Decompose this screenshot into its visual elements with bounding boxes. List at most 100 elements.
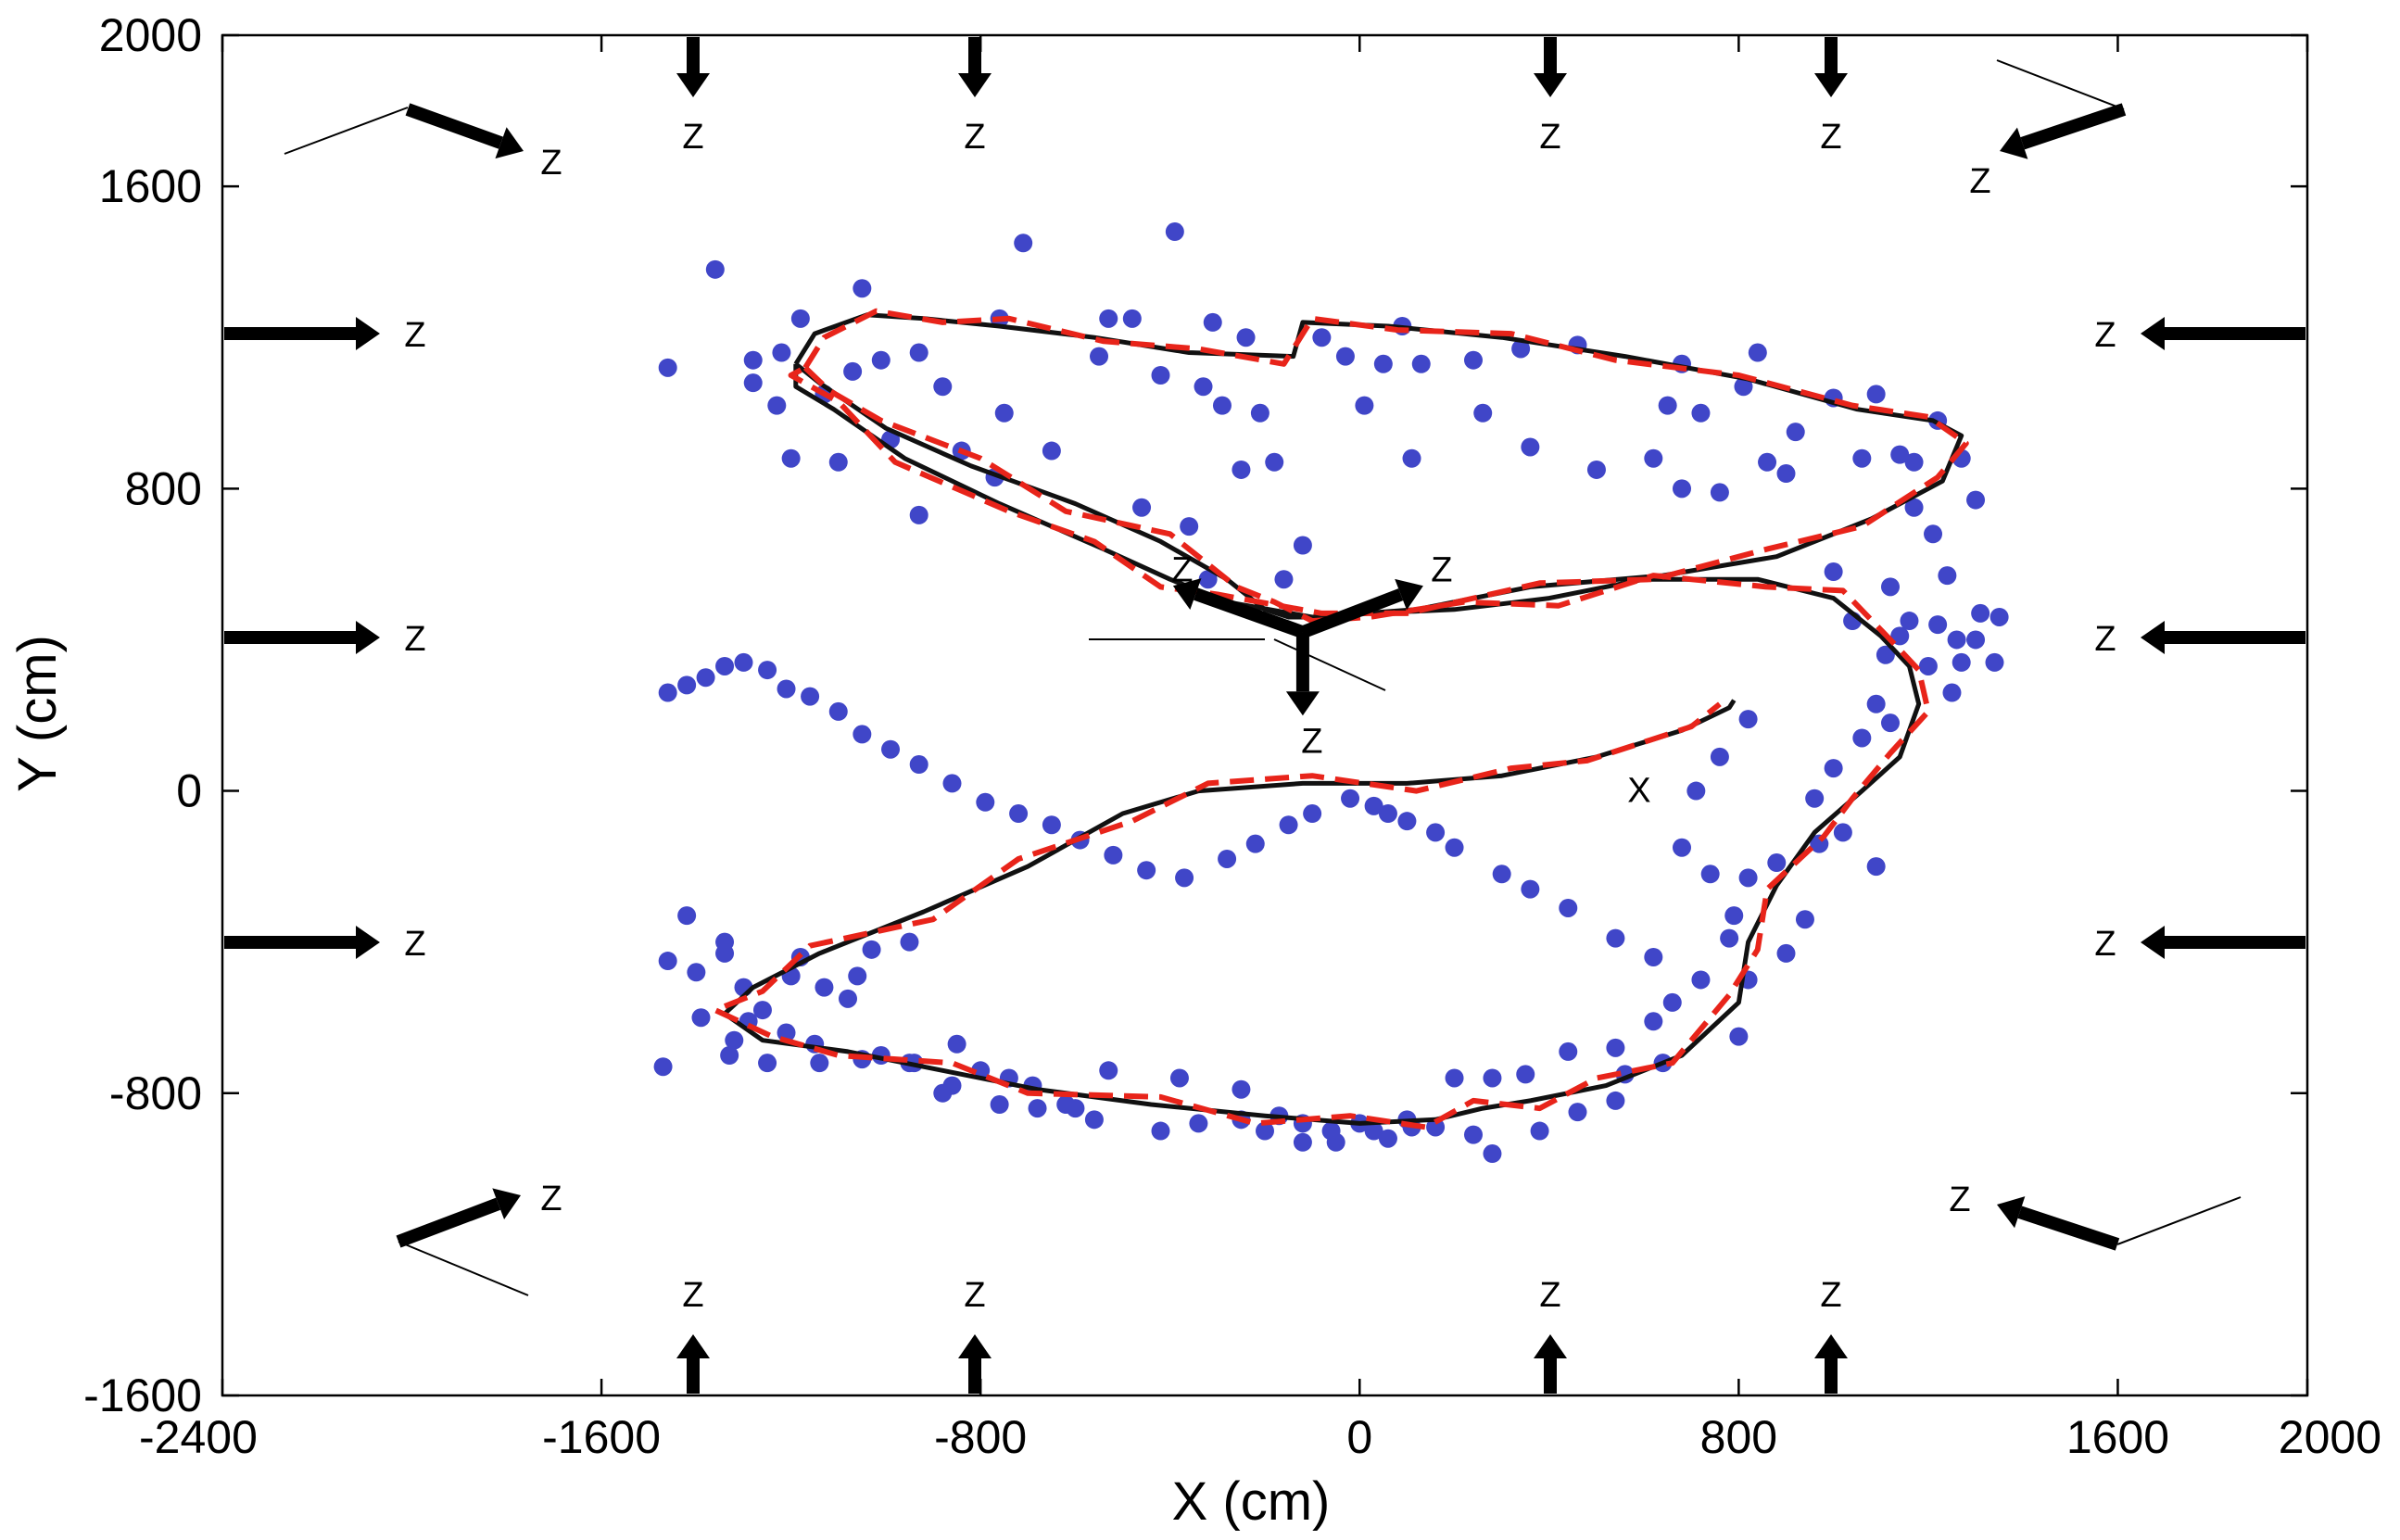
measurement-point — [1691, 970, 1711, 990]
measurement-point — [947, 1034, 966, 1054]
measurement-point — [1256, 1121, 1274, 1141]
x-tick-label: -800 — [934, 1411, 1027, 1463]
measurement-point — [1511, 339, 1531, 359]
z-arrow-head — [356, 926, 380, 959]
z-arrow-label: Z — [1539, 118, 1560, 157]
x-axis-label: X (cm) — [1172, 1471, 1331, 1532]
measurement-point — [790, 309, 810, 328]
measurement-point — [1464, 350, 1483, 370]
measurement-point — [1734, 377, 1753, 397]
measurement-point — [1824, 562, 1843, 582]
z-arrow-label: Z — [1820, 118, 1841, 157]
z-arrow-label: Z — [682, 1276, 703, 1315]
plot-frame — [221, 33, 2309, 1397]
measurement-point — [687, 963, 706, 982]
measurement-point — [1559, 898, 1578, 917]
measurement-point — [1904, 498, 1924, 517]
measurement-point — [900, 932, 919, 952]
y-tick-label: -1600 — [83, 1370, 202, 1421]
z-arrow-label: Z — [682, 118, 703, 157]
measurement-point — [1786, 423, 1805, 442]
measurement-point — [1767, 853, 1787, 873]
measurement-point — [909, 505, 928, 524]
measurement-point — [1218, 849, 1237, 868]
measurement-point — [933, 377, 953, 397]
measurement-point — [994, 403, 1014, 423]
measurement-point — [715, 656, 735, 675]
measurement-point — [1099, 1061, 1118, 1080]
measurement-point — [1165, 222, 1184, 242]
z-arrow-shaft — [405, 103, 503, 149]
corner-line — [284, 107, 409, 155]
measurement-point — [734, 652, 753, 672]
measurement-point — [1265, 452, 1284, 472]
measurement-point — [1691, 403, 1711, 423]
measurement-point — [1866, 857, 1886, 877]
z-arrow-head — [356, 317, 380, 350]
y-tick-label: 800 — [125, 462, 202, 514]
measurement-point — [1132, 498, 1152, 517]
measurement-point — [677, 675, 697, 695]
corner-line — [398, 1241, 529, 1296]
measurement-point — [743, 373, 763, 393]
corner-line — [1996, 59, 2125, 110]
z-arrow-label: Z — [540, 1180, 562, 1218]
measurement-point — [1212, 396, 1232, 415]
measurement-point — [1355, 396, 1374, 415]
measurement-point — [976, 792, 995, 812]
measurement-point — [1833, 823, 1852, 842]
measurement-point — [839, 989, 857, 1008]
measurement-point — [752, 1001, 772, 1020]
z-arrow-label: Z — [404, 620, 425, 659]
z-arrow-label: Z — [1171, 550, 1193, 589]
measurement-point — [1644, 448, 1663, 468]
z-arrow-label: Z — [1431, 550, 1452, 589]
measurement-point — [1738, 710, 1758, 729]
measurement-point — [1445, 1068, 1464, 1088]
z-arrow-head — [1534, 1334, 1567, 1358]
y-tick-label: -800 — [109, 1067, 202, 1119]
origin-x-label: X — [1627, 772, 1650, 811]
x-tick-label: 1600 — [2066, 1411, 2169, 1463]
measurement-point — [1445, 838, 1464, 857]
measurement-point — [1373, 354, 1393, 373]
y-tick-label: 0 — [176, 765, 202, 817]
z-arrows: Z Z Z Z Z Z Z Z Z Z Z Z Z Z Z Z Z Z Z Z Z X — [224, 37, 2305, 1394]
z-arrow-label: Z — [540, 144, 562, 183]
measurement-point — [1364, 1121, 1383, 1141]
measurement-point — [853, 725, 872, 744]
measurement-point — [1606, 1091, 1625, 1110]
heading-line — [1273, 638, 1386, 691]
z-arrow-head — [2141, 926, 2165, 959]
z-arrow-head — [958, 73, 992, 97]
measurement-point — [1729, 1027, 1749, 1046]
measurement-point — [828, 701, 848, 721]
x-tick-label: 2000 — [2279, 1411, 2381, 1463]
measurement-point — [705, 259, 725, 279]
measurement-point — [1924, 524, 1943, 544]
measurement-point — [1028, 1099, 1047, 1118]
measurement-point — [1426, 1117, 1446, 1137]
measurement-point — [1042, 441, 1061, 461]
z-arrow-label: Z — [2094, 925, 2116, 964]
measurement-point — [1724, 906, 1744, 926]
measurement-point — [1942, 683, 1962, 702]
measurement-point — [696, 668, 715, 688]
measurement-point — [1293, 1132, 1312, 1152]
z-arrow-head — [492, 1188, 521, 1220]
measurement-point — [1985, 652, 2004, 672]
measurement-point — [1293, 536, 1312, 555]
measurement-point — [1274, 570, 1294, 589]
measurement-point — [1151, 1121, 1170, 1141]
measurement-point — [1989, 607, 2009, 626]
measurement-point — [677, 906, 697, 926]
measurement-point — [1938, 566, 1957, 586]
measurement-point — [781, 448, 801, 468]
measurement-point — [767, 396, 787, 415]
measurement-point — [1250, 403, 1269, 423]
z-arrow-label: Z — [2094, 316, 2116, 355]
z-arrow-shaft — [396, 1197, 501, 1248]
measurement-point — [1516, 1065, 1535, 1084]
z-arrow-head — [676, 1334, 710, 1358]
measurement-point — [881, 739, 901, 759]
